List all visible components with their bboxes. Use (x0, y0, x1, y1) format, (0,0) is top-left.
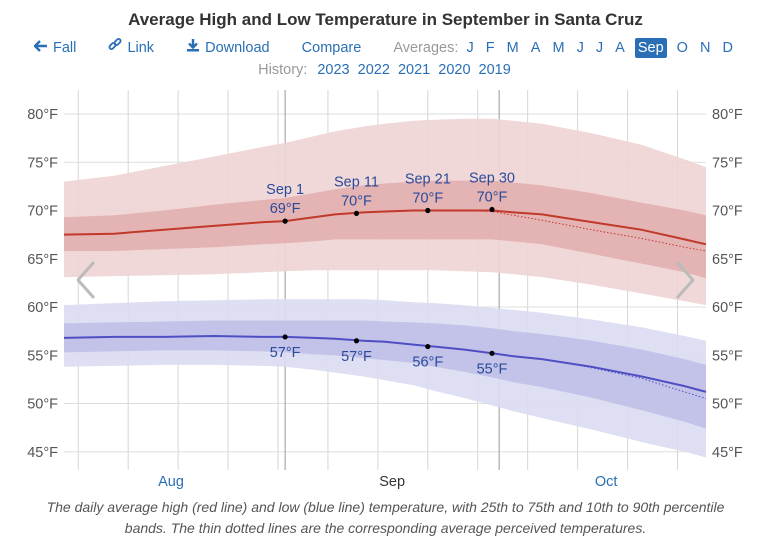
high-marker (353, 210, 360, 216)
history-bar: History: 2023 2022 2021 2020 2019 (0, 62, 771, 78)
month-link-sep-active[interactable]: Sep (634, 38, 667, 58)
download-label: Download (205, 40, 270, 56)
month-link-may[interactable]: M (552, 40, 565, 56)
link-label: Link (127, 40, 155, 56)
high-annotation-value: 70°F (412, 191, 443, 207)
link-icon (108, 38, 122, 56)
month-link-aug[interactable]: A (615, 40, 625, 56)
y-tick-label-left: 80°F (27, 107, 58, 123)
x-month-label: Aug (158, 474, 184, 490)
high-marker (282, 218, 288, 224)
history-year-link[interactable]: 2021 (397, 62, 431, 78)
history-year-link[interactable]: 2022 (357, 62, 390, 78)
chart-title: Average High and Low Temperature in Sept… (128, 10, 643, 29)
chart-caption: The daily average high (red line) and lo… (46, 499, 725, 536)
y-tick-label-right: 80°F (712, 107, 743, 123)
history-year-link[interactable]: 2020 (438, 62, 471, 78)
low-marker (425, 343, 431, 350)
month-link-nov[interactable]: N (699, 40, 711, 56)
y-tick-label-left: 75°F (27, 155, 58, 171)
y-tick-label-right: 75°F (712, 155, 743, 171)
y-tick-label-left: 70°F (27, 204, 58, 220)
month-link-oct[interactable]: O (676, 40, 688, 56)
high-annotation-value: 69°F (270, 201, 301, 217)
y-tick-label-right: 55°F (712, 348, 743, 364)
high-annotation-value: 70°F (477, 190, 508, 206)
download-button[interactable]: Download (186, 38, 270, 56)
chart-toolbar: Fall Link Download Compare Averages: J F… (0, 38, 771, 58)
month-link-dec[interactable]: D (722, 40, 733, 56)
chevron-right-icon[interactable] (675, 261, 695, 299)
y-tick-label-left: 50°F (27, 397, 58, 413)
chevron-left-icon[interactable] (76, 261, 96, 299)
history-year-link[interactable]: 2019 (478, 62, 511, 78)
low-marker (489, 350, 495, 356)
month-link-mar[interactable]: M (506, 40, 519, 56)
high-annotation-date: Sep 30 (469, 171, 515, 187)
y-tick-label-right: 65°F (712, 252, 743, 268)
link-button[interactable]: Link (108, 38, 154, 56)
low-marker (282, 334, 288, 340)
month-link-apr[interactable]: A (530, 40, 541, 56)
high-marker (425, 207, 431, 214)
prev-season-label: Fall (53, 40, 77, 56)
x-month-label: Sep (379, 474, 405, 490)
y-tick-label-left: 55°F (27, 348, 58, 364)
history-label: History: (258, 62, 308, 78)
month-link-feb[interactable]: F (485, 40, 495, 56)
low-annotation-value: 56°F (412, 355, 443, 371)
low-annotation-value: 57°F (270, 345, 301, 361)
x-month-label: Oct (595, 474, 618, 490)
month-link-jun[interactable]: J (576, 40, 584, 56)
y-tick-label-right: 70°F (712, 204, 743, 220)
high-annotation-date: Sep 1 (266, 182, 304, 198)
low-annotation-value: 55°F (477, 361, 508, 377)
prev-season-link[interactable]: Fall (33, 40, 77, 56)
month-link-jan[interactable]: J (466, 40, 474, 56)
low-mean-line (63, 334, 707, 393)
y-tick-label-left: 65°F (27, 252, 58, 268)
y-tick-label-right: 50°F (712, 397, 743, 413)
y-tick-label-left: 60°F (27, 300, 58, 316)
high-annotation-value: 70°F (341, 193, 372, 209)
arrow-left-icon (33, 40, 48, 56)
low-annotation-value: 57°F (341, 349, 372, 365)
high-band-25-75 (64, 180, 706, 279)
low-marker (353, 338, 360, 344)
month-link-jul[interactable]: J (595, 40, 604, 56)
high-annotation-date: Sep 11 (334, 174, 379, 190)
compare-link[interactable]: Compare (301, 40, 362, 56)
y-tick-label-right: 60°F (712, 300, 743, 316)
averages-label: Averages: (393, 40, 459, 56)
y-tick-label-right: 45°F (712, 445, 743, 461)
low-band-25-75 (64, 320, 706, 429)
high-mean-line (63, 209, 707, 246)
download-icon (186, 38, 200, 56)
history-year-link[interactable]: 2023 (317, 62, 350, 78)
high-annotation-date: Sep 21 (405, 172, 451, 188)
high-marker (489, 206, 495, 213)
temperature-chart: 45°F 45°F 50°F 50°F 55°F 55°F 60°F 60°F 65°F 65°F… (27, 90, 743, 490)
y-tick-label-left: 45°F (27, 445, 58, 461)
